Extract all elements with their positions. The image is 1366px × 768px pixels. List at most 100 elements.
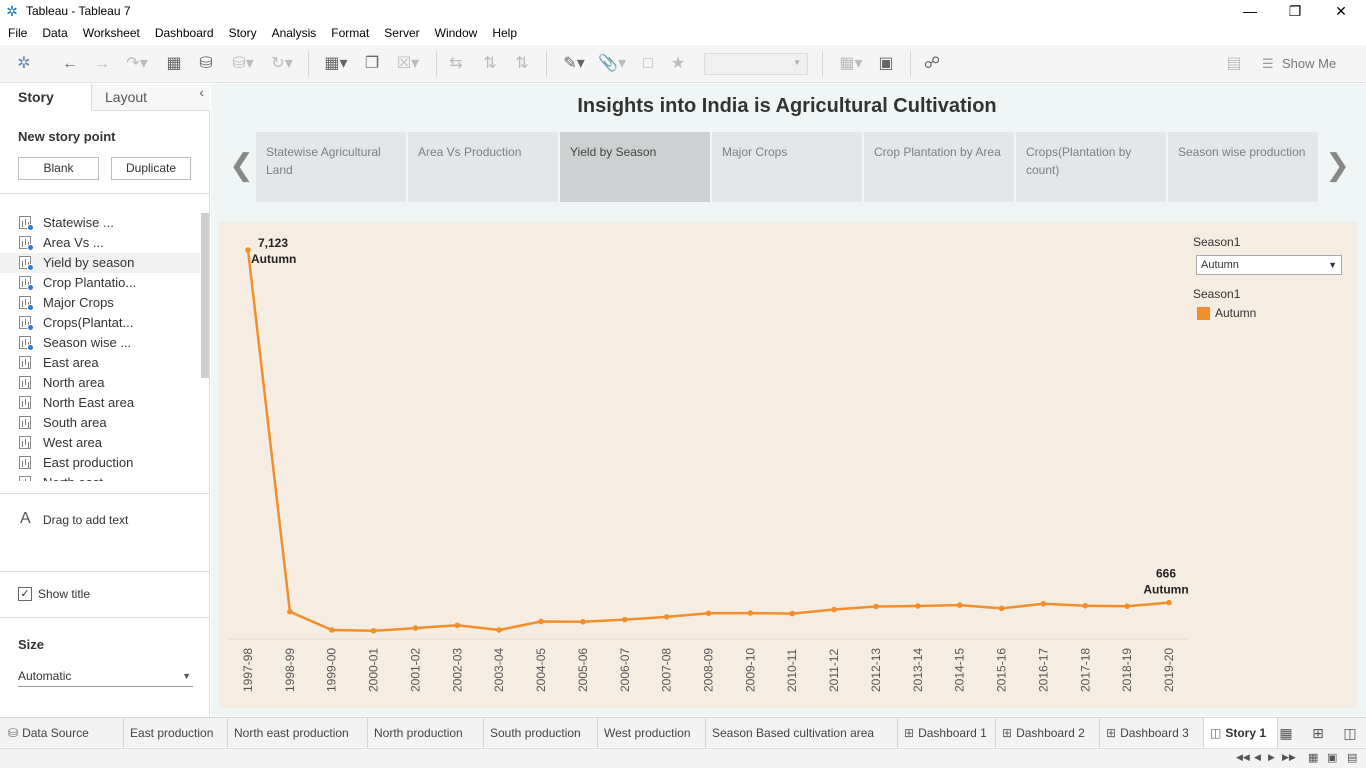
data-point[interactable]	[496, 627, 502, 633]
sheet-list-item[interactable]: East area	[0, 353, 200, 373]
story-point-1[interactable]: Statewise Agricultural Land	[256, 132, 406, 202]
sheet-list-item[interactable]: Crops(Plantat...	[0, 313, 200, 333]
story-point-2[interactable]: Area Vs Production	[408, 132, 558, 202]
data-point[interactable]	[370, 628, 377, 634]
first-sheet-icon[interactable]: ◀◀	[1236, 752, 1250, 762]
data-point[interactable]	[1082, 602, 1089, 609]
tab-layout[interactable]: Layout	[92, 84, 210, 110]
sort-ascending-icon[interactable]: ⇅	[483, 55, 497, 72]
data-point[interactable]	[789, 610, 796, 617]
last-sheet-icon[interactable]: ▶▶	[1282, 752, 1296, 762]
sheet-list-item[interactable]: North East area	[0, 393, 200, 413]
menu-worksheet[interactable]: Worksheet	[82, 26, 140, 40]
sheet-list-item[interactable]: West area	[0, 433, 200, 453]
replay-icon[interactable]: ↷▾	[126, 55, 148, 72]
undo-icon[interactable]: ←	[62, 55, 78, 72]
new-dashboard-icon[interactable]: ⊞	[1312, 725, 1324, 741]
menu-dashboard[interactable]: Dashboard	[154, 26, 214, 40]
menu-file[interactable]: File	[8, 26, 28, 40]
show-sheet-sorter-icon[interactable]: ▦	[1308, 752, 1319, 764]
text-object-icon[interactable]: A	[20, 510, 31, 527]
menu-data[interactable]: Data	[42, 26, 68, 40]
redo-icon[interactable]: →	[94, 55, 110, 72]
fix-axes-icon[interactable]: ★	[670, 55, 686, 72]
minimize-button[interactable]: —	[1243, 3, 1257, 19]
highlight-icon[interactable]: ✎▾	[563, 55, 585, 72]
sheet-list-item[interactable]: Major Crops	[0, 293, 200, 313]
show-title-checkbox[interactable]: ✓	[18, 587, 32, 601]
show-me-button[interactable]: ☰ Show Me	[1262, 53, 1336, 75]
data-point[interactable]	[747, 610, 754, 616]
menu-server[interactable]: Server	[384, 26, 420, 40]
show-tabs-icon[interactable]: ▤	[1347, 752, 1358, 764]
data-point[interactable]	[705, 610, 712, 617]
sheet-list-item[interactable]: East production	[0, 453, 200, 473]
sheet-tab[interactable]: South production	[484, 718, 598, 748]
size-dropdown[interactable]: Automatic ▼	[18, 667, 193, 687]
previous-story-point-icon[interactable]: ❮	[229, 149, 255, 182]
data-point[interactable]	[538, 618, 544, 625]
story-point-6[interactable]: Crops(Plantation by count)	[1016, 132, 1166, 202]
sheet-tab[interactable]: East production	[124, 718, 228, 748]
presentation-mode-icon[interactable]: ▣	[878, 55, 894, 72]
sheet-tab[interactable]: West production	[598, 718, 706, 748]
story-point-5[interactable]: Crop Plantation by Area	[864, 132, 1014, 202]
data-point[interactable]	[412, 625, 419, 631]
sheet-tab[interactable]: North east production	[228, 718, 368, 748]
data-point[interactable]	[1166, 599, 1172, 606]
sheet-list-item[interactable]: North area	[0, 373, 200, 393]
tab-story[interactable]: Story	[0, 84, 92, 111]
pause-updates-icon[interactable]: ⛁▾	[232, 55, 254, 72]
data-point[interactable]	[1124, 603, 1130, 610]
collapse-pane-icon[interactable]: ‹	[199, 84, 204, 100]
sheet-list-item[interactable]: Crop Plantatio...	[0, 273, 200, 293]
sheet-tab[interactable]: ⛁ Data Source	[0, 718, 124, 748]
sheet-list-item[interactable]: Season wise ...	[0, 333, 200, 353]
sheet-tab[interactable]: North production	[368, 718, 484, 748]
sort-descending-icon[interactable]: ⇅	[515, 55, 529, 72]
legend-item-label[interactable]: Autumn	[1215, 306, 1257, 320]
data-point[interactable]	[873, 603, 879, 610]
data-point[interactable]	[831, 606, 837, 613]
swap-axes-icon[interactable]: ⇆	[449, 55, 463, 72]
sheet-list-item[interactable]: Area Vs ...	[0, 233, 200, 253]
sheet-tab[interactable]: ◫ Story 1	[1204, 718, 1278, 748]
data-point[interactable]	[663, 614, 670, 620]
show-mark-labels-icon[interactable]: □	[643, 55, 653, 72]
sheet-tab[interactable]: ⊞ Dashboard 3	[1100, 718, 1204, 748]
story-point-7[interactable]: Season wise production	[1168, 132, 1318, 202]
sheet-tab[interactable]: ⊞ Dashboard 2	[996, 718, 1100, 748]
new-story-icon[interactable]: ◫	[1343, 725, 1357, 741]
show-title-label[interactable]: Show title	[38, 587, 91, 601]
duplicate-story-point-button[interactable]: Duplicate	[111, 157, 191, 180]
show-cards-icon[interactable]: ▦▾	[839, 55, 863, 72]
refresh-icon[interactable]: ↻▾	[271, 55, 293, 72]
data-point[interactable]	[956, 602, 963, 608]
story-point-4[interactable]: Major Crops	[712, 132, 862, 202]
data-point[interactable]	[915, 603, 921, 609]
show-filmstrip-icon[interactable]: ▣	[1327, 752, 1338, 764]
sheet-list-scrollbar[interactable]	[201, 213, 209, 378]
legend-swatch[interactable]	[1197, 307, 1210, 320]
data-point[interactable]	[287, 608, 293, 615]
sheet-list-item[interactable]: South area	[0, 413, 200, 433]
close-button[interactable]: ✕	[1335, 3, 1347, 19]
menu-story[interactable]: Story	[228, 26, 257, 40]
sheet-list-item[interactable]: Yield by season	[0, 253, 200, 273]
tableau-start-icon[interactable]: ✲	[17, 55, 31, 72]
group-members-icon[interactable]: 📎▾	[598, 55, 626, 72]
data-point[interactable]	[454, 622, 461, 629]
data-point[interactable]	[245, 247, 251, 253]
data-point[interactable]	[580, 618, 586, 625]
sheet-list-item[interactable]: North east ...	[0, 473, 200, 481]
sheet-tab[interactable]: Season Based cultivation area	[706, 718, 898, 748]
menu-format[interactable]: Format	[331, 26, 370, 40]
data-point[interactable]	[621, 616, 628, 623]
new-worksheet-icon[interactable]: ▦	[1279, 725, 1293, 741]
season-filter-dropdown[interactable]: Autumn ▼	[1196, 255, 1342, 275]
menu-help[interactable]: Help	[492, 26, 517, 40]
restore-button[interactable]: ❐	[1288, 3, 1302, 19]
duplicate-sheet-icon[interactable]: ❐	[364, 55, 380, 72]
format-painter-icon[interactable]: ▤	[1226, 55, 1242, 72]
previous-sheet-icon[interactable]: ◀	[1254, 752, 1261, 762]
